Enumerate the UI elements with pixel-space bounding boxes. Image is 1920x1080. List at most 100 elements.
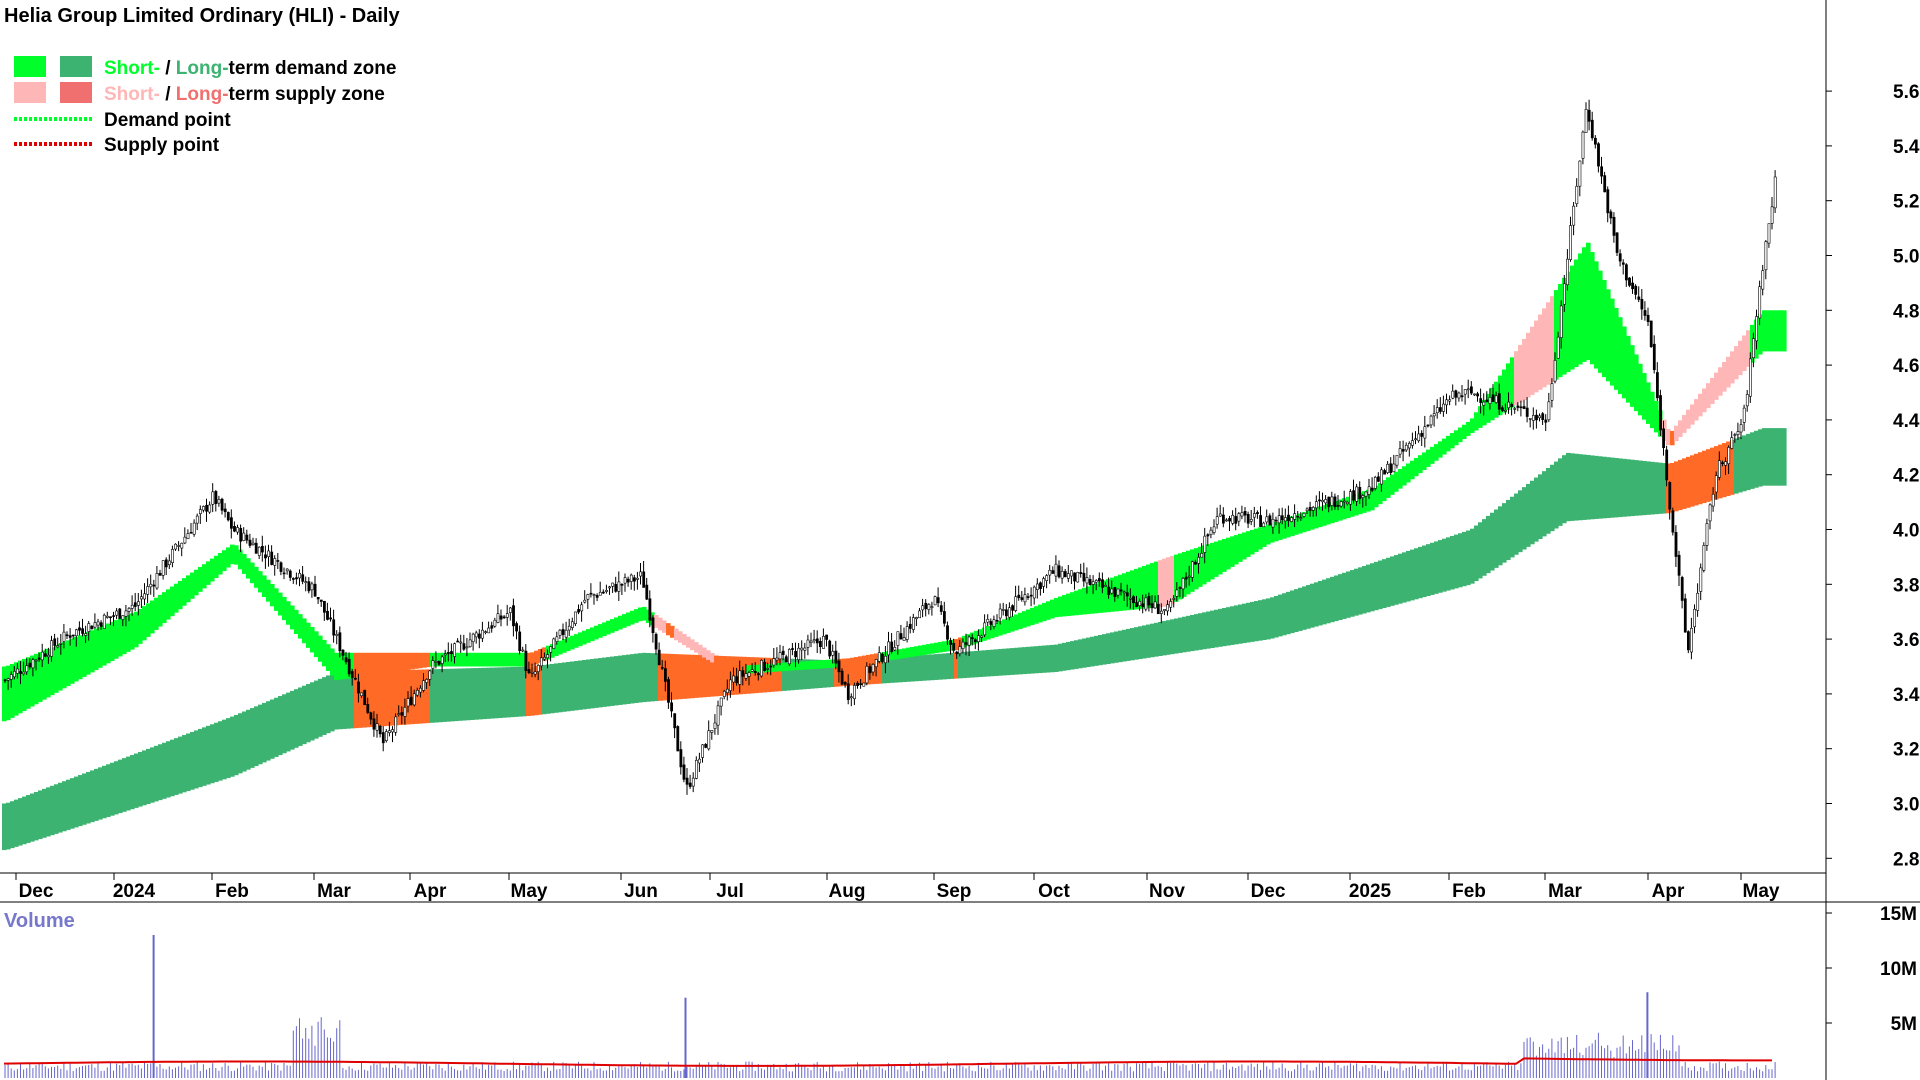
candle-body	[1119, 589, 1123, 592]
x-tick-label: May	[511, 881, 548, 902]
short-term-zone-segment	[238, 549, 243, 570]
candle-body	[1668, 482, 1672, 510]
candle-body	[1091, 581, 1095, 585]
candle-body	[1721, 462, 1724, 464]
long-term-zone-segment	[494, 667, 499, 719]
short-term-zone-segment	[706, 650, 711, 660]
long-term-zone-segment	[1182, 616, 1187, 653]
candle-body	[722, 691, 726, 697]
long-term-zone-segment	[194, 730, 199, 789]
long-term-zone-segment	[1762, 428, 1767, 486]
short-term-zone-segment	[850, 657, 855, 667]
short-term-zone-segment	[694, 642, 699, 653]
long-term-zone-segment	[1146, 624, 1151, 658]
short-term-zone-segment	[1598, 270, 1603, 373]
long-term-zone-segment	[1262, 599, 1267, 641]
long-term-zone-segment	[282, 694, 287, 754]
short-term-zone-segment	[1162, 558, 1167, 607]
candle-body	[202, 506, 205, 511]
candle-body	[1330, 496, 1334, 506]
long-term-zone-segment	[1002, 648, 1007, 676]
long-term-zone-segment	[1426, 544, 1431, 597]
short-term-zone-segment	[1730, 351, 1735, 384]
long-term-zone-segment	[1006, 648, 1011, 676]
candle-body	[440, 656, 444, 664]
long-term-zone-segment	[1678, 459, 1683, 511]
long-term-zone-segment	[1598, 456, 1603, 519]
short-term-zone-segment	[122, 616, 127, 655]
short-term-zone-segment	[1062, 595, 1067, 617]
long-term-zone-segment	[1258, 600, 1263, 641]
candle-body	[663, 668, 667, 682]
long-term-zone-segment	[718, 655, 723, 696]
short-term-zone-segment	[1150, 563, 1155, 608]
candle-body	[1042, 578, 1046, 587]
long-term-zone-segment	[1234, 605, 1239, 645]
candle-body	[939, 605, 943, 612]
candle-body	[1004, 609, 1008, 617]
candle-body	[1212, 526, 1216, 533]
long-term-zone-segment	[322, 677, 327, 735]
long-term-zone-segment	[286, 692, 291, 752]
long-term-zone-segment	[242, 711, 247, 772]
short-term-zone-segment	[98, 626, 103, 668]
candle-body	[195, 515, 199, 524]
candle-body	[118, 608, 122, 619]
short-term-zone-segment	[918, 645, 923, 656]
long-term-zone-segment	[1650, 461, 1655, 515]
long-term-zone-segment	[1094, 635, 1099, 666]
long-term-zone-segment	[1054, 644, 1059, 672]
candle-body	[254, 542, 258, 554]
long-term-zone-segment	[1110, 632, 1115, 664]
short-term-zone-segment	[1434, 444, 1439, 461]
candle-body	[1318, 499, 1321, 502]
short-term-zone-segment	[210, 558, 215, 582]
short-term-zone-segment	[1770, 310, 1775, 352]
volume-average-line	[3, 1057, 1772, 1067]
candle-body	[1150, 603, 1154, 609]
long-term-zone-segment	[682, 654, 687, 699]
candle-body	[1079, 572, 1083, 574]
long-term-zone-segment	[1042, 645, 1047, 673]
candle-body	[856, 682, 860, 687]
short-term-zone-segment	[1066, 593, 1071, 617]
long-term-zone-segment	[1694, 453, 1699, 506]
short-term-zone-segment	[478, 652, 483, 667]
candle-body	[1696, 592, 1700, 611]
short-term-zone-segment	[1370, 488, 1375, 511]
candle-body	[911, 617, 915, 630]
candle-body	[1194, 561, 1197, 565]
candle-body	[1544, 419, 1548, 423]
candle-body	[601, 591, 605, 594]
candle-body	[106, 615, 109, 618]
short-term-zone-segment	[1650, 391, 1655, 429]
candle-body	[1714, 475, 1718, 493]
candle-body	[1439, 407, 1442, 412]
candle-body	[921, 605, 925, 611]
long-term-zone-segment	[378, 670, 383, 727]
long-term-zone-segment	[798, 659, 803, 690]
short-term-zone-segment	[962, 635, 967, 648]
candle-body	[946, 625, 949, 640]
candle-body	[589, 592, 593, 595]
candle-body	[230, 517, 233, 529]
short-term-zone-segment	[1158, 560, 1163, 608]
long-term-zone-segment	[842, 660, 847, 687]
candle-body	[660, 667, 664, 669]
short-term-zone-segment	[1550, 296, 1555, 383]
short-term-zone-segment	[670, 625, 675, 638]
long-term-zone-segment	[1022, 647, 1027, 675]
short-term-zone-segment	[110, 621, 115, 661]
long-term-zone-segment	[1662, 463, 1667, 514]
short-term-zone-segment	[746, 665, 751, 674]
short-term-zone-segment	[1586, 242, 1591, 361]
x-tick-label: Oct	[1038, 881, 1070, 902]
x-tick-label: May	[1743, 881, 1780, 902]
long-term-zone-segment	[270, 699, 275, 759]
long-term-zone-segment	[910, 656, 915, 682]
short-term-zone-segment	[1334, 500, 1339, 522]
short-term-zone-segment	[350, 652, 355, 678]
long-term-zone-segment	[998, 649, 1003, 676]
candle-body	[1448, 399, 1452, 402]
short-term-zone-segment	[1774, 310, 1779, 352]
